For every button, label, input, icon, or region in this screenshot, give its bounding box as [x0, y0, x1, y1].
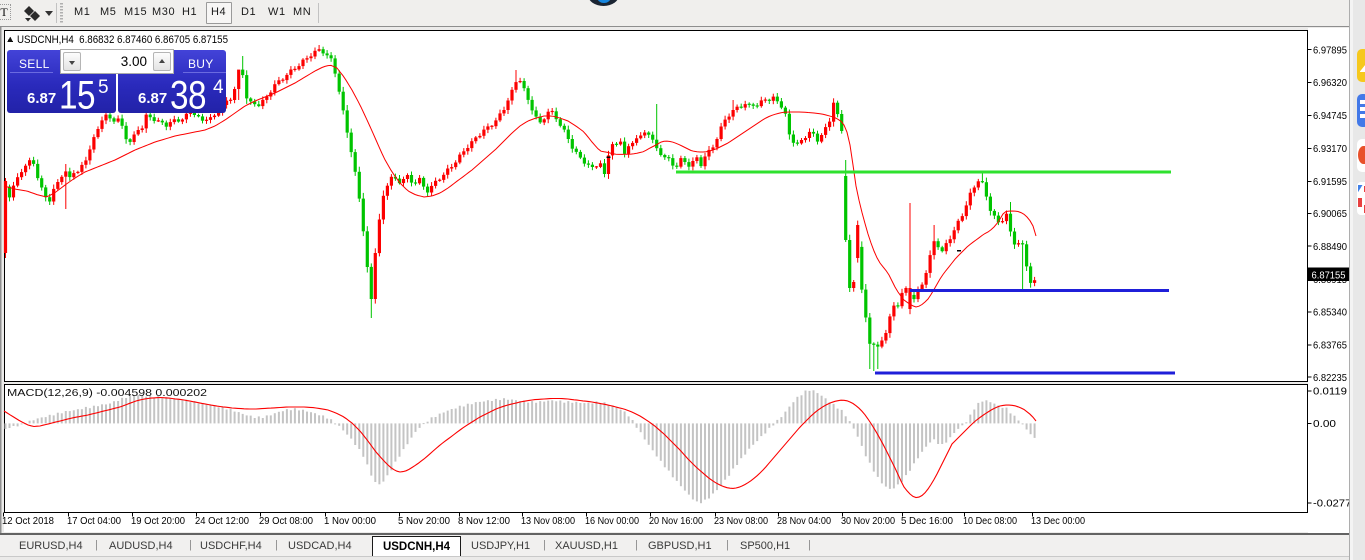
svg-text:6.97895: 6.97895	[1313, 44, 1347, 56]
svg-text:0.0119: 0.0119	[1313, 385, 1347, 397]
svg-text:13 Dec 00:00: 13 Dec 00:00	[1031, 516, 1085, 527]
svg-text:6.82235: 6.82235	[1313, 372, 1347, 384]
svg-text:5 Nov 20:00: 5 Nov 20:00	[398, 516, 450, 527]
svg-text:12 Oct 2018: 12 Oct 2018	[2, 516, 54, 527]
svg-text:13 Nov 08:00: 13 Nov 08:00	[521, 516, 575, 527]
svg-text:20 Nov 16:00: 20 Nov 16:00	[649, 516, 703, 527]
svg-text:0.00: 0.00	[1313, 418, 1336, 430]
svg-text:19 Oct 20:00: 19 Oct 20:00	[131, 516, 185, 527]
svg-text:17 Oct 04:00: 17 Oct 04:00	[67, 516, 121, 527]
svg-text:23 Nov 08:00: 23 Nov 08:00	[714, 516, 768, 527]
svg-text:6.90065: 6.90065	[1313, 208, 1347, 220]
svg-text:6.93170: 6.93170	[1313, 143, 1347, 155]
svg-text:6.83765: 6.83765	[1313, 340, 1347, 352]
svg-text:6.96320: 6.96320	[1313, 77, 1347, 89]
svg-text:6.87155: 6.87155	[1312, 270, 1346, 282]
svg-text:10 Dec 08:00: 10 Dec 08:00	[963, 516, 1017, 527]
svg-text:16 Nov 00:00: 16 Nov 00:00	[585, 516, 639, 527]
svg-text:28 Nov 04:00: 28 Nov 04:00	[777, 516, 831, 527]
svg-text:USDCNH,H4 6.86832 6.87460 6.8: USDCNH,H4 6.86832 6.87460 6.86705 6.8715…	[17, 34, 228, 46]
svg-text:MACD(12,26,9) -0.004598 0.0002: MACD(12,26,9) -0.004598 0.000202	[7, 387, 207, 399]
svg-text:8 Nov 12:00: 8 Nov 12:00	[458, 516, 510, 527]
svg-text:6.88490: 6.88490	[1313, 241, 1347, 253]
svg-text:6.91595: 6.91595	[1313, 176, 1347, 188]
svg-text:30 Nov 20:00: 30 Nov 20:00	[841, 516, 895, 527]
svg-text:5 Dec 16:00: 5 Dec 16:00	[901, 516, 953, 527]
svg-text:1 Nov 00:00: 1 Nov 00:00	[324, 516, 376, 527]
svg-text:6.94745: 6.94745	[1313, 110, 1347, 122]
svg-text:6.85340: 6.85340	[1313, 307, 1347, 319]
svg-text:29 Oct 08:00: 29 Oct 08:00	[259, 516, 313, 527]
svg-text:24 Oct 12:00: 24 Oct 12:00	[195, 516, 249, 527]
